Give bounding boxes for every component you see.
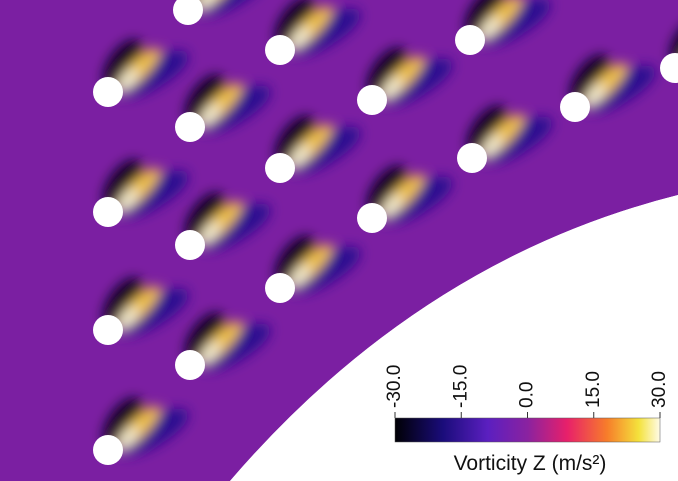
wake-mid: [481, 116, 553, 164]
cylinder: [457, 143, 487, 173]
cylinder: [93, 435, 123, 465]
wake-negative: [185, 74, 225, 124]
colorbar-title: Vorticity Z (m/s²): [454, 452, 607, 475]
wake-negative: [103, 397, 143, 447]
cylinder: [660, 53, 678, 83]
tick-label: 15.0: [583, 371, 604, 408]
colorbar: Vorticity Z (m/s²) -30.0 -15.0 0.0 15.0 30.0: [384, 365, 670, 475]
cylinder: [357, 203, 387, 233]
wakes: [103, 0, 678, 456]
colorbar-gradient: [394, 417, 661, 443]
wake-mid: [381, 58, 453, 106]
wake-negative: [103, 39, 143, 89]
wake-hot: [481, 134, 503, 158]
wake-negative: [467, 105, 507, 155]
wake-negative: [275, 235, 315, 285]
wake-hot: [117, 68, 139, 92]
wake-negative: [465, 0, 505, 37]
cylinders: [93, 0, 678, 465]
wake-negative: [275, 0, 315, 47]
wake-hot: [289, 264, 311, 288]
cylinder: [175, 350, 205, 380]
wake-hot: [289, 144, 311, 168]
wall-region: [230, 195, 678, 481]
wake-negative: [367, 165, 407, 215]
wake-mid: [289, 246, 361, 294]
cylinder: [175, 230, 205, 260]
cylinder: [93, 197, 123, 227]
wake-negative: [103, 159, 143, 209]
wake-mid: [381, 176, 453, 224]
wake-negative: [570, 54, 610, 104]
tick-label: -30.0: [384, 365, 405, 408]
wake-mid: [199, 85, 271, 133]
wake-mid: [199, 323, 271, 371]
wake-hot: [199, 341, 221, 365]
wake-mid: [117, 170, 189, 218]
wake-mid: [197, 0, 269, 16]
cylinder: [455, 25, 485, 55]
wake-mid: [289, 126, 361, 174]
wake-mid: [289, 8, 361, 56]
wake-mid: [117, 408, 189, 456]
cylinder: [265, 273, 295, 303]
wake-negative: [185, 192, 225, 242]
wake-hot: [117, 426, 139, 450]
cylinder: [175, 112, 205, 142]
wake-mid: [584, 65, 656, 113]
tick-label: 0.0: [517, 382, 538, 408]
cylinder: [93, 77, 123, 107]
wake-negative: [103, 277, 143, 327]
cylinder: [173, 0, 203, 25]
tick-label: 30.0: [649, 371, 670, 408]
wake-hot: [117, 188, 139, 212]
wake-hot: [117, 306, 139, 330]
wake-hot: [199, 103, 221, 127]
tick-label: -15.0: [450, 365, 471, 408]
wake-mid: [117, 288, 189, 336]
cylinder: [560, 92, 590, 122]
wake-hot: [197, 0, 219, 10]
cylinder: [265, 35, 295, 65]
cylinder: [357, 85, 387, 115]
wake-hot: [479, 16, 501, 40]
wake-hot: [381, 76, 403, 100]
wake-negative: [367, 47, 407, 97]
wake-mid: [117, 50, 189, 98]
wake-hot: [289, 26, 311, 50]
wake-hot: [199, 221, 221, 245]
cylinder: [265, 153, 295, 183]
cylinder: [93, 315, 123, 345]
wake-hot: [584, 83, 606, 107]
wake-hot: [381, 194, 403, 218]
wake-negative: [185, 312, 225, 362]
wake-mid: [199, 203, 271, 251]
wake-negative: [275, 115, 315, 165]
wake-mid: [479, 0, 551, 46]
